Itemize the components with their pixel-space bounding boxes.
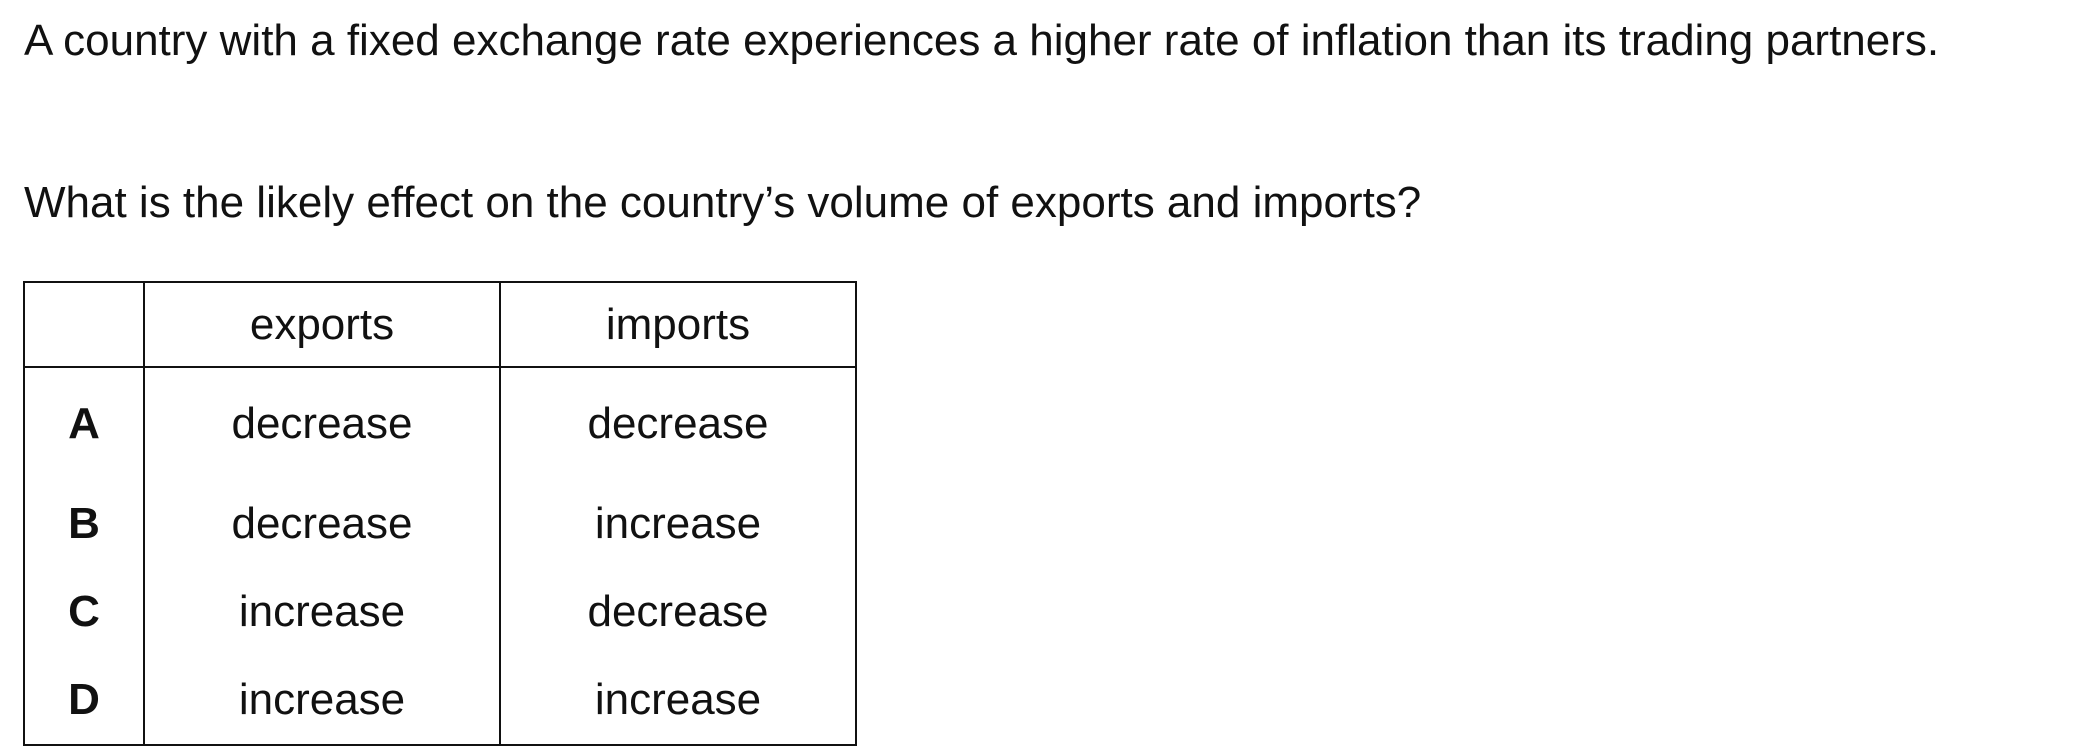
option-key: A [23, 367, 145, 480]
answer-options-table: exports imports A decrease decrease B de… [23, 281, 857, 746]
option-imports-effect: increase [499, 480, 857, 568]
option-exports-effect: decrease [143, 480, 501, 568]
table-header-row: exports imports [23, 282, 857, 368]
option-imports-effect: increase [499, 656, 857, 745]
option-imports-effect: decrease [499, 568, 857, 656]
option-exports-effect: decrease [143, 367, 501, 480]
option-key: C [23, 568, 145, 656]
header-exports: exports [143, 282, 501, 368]
header-option-key [23, 282, 145, 368]
option-exports-effect: increase [143, 656, 501, 745]
header-imports: imports [499, 282, 857, 368]
option-row-b: B decrease increase [23, 480, 857, 568]
option-imports-effect: decrease [499, 367, 857, 480]
option-key: B [23, 480, 145, 568]
option-exports-effect: increase [143, 568, 501, 656]
option-row-a: A decrease decrease [23, 367, 857, 480]
question-intro: A country with a fixed exchange rate exp… [24, 16, 1940, 65]
option-row-c: C increase decrease [23, 568, 857, 656]
question-prompt: What is the likely effect on the country… [24, 178, 1422, 227]
option-row-d: D increase increase [23, 656, 857, 745]
option-key: D [23, 656, 145, 745]
